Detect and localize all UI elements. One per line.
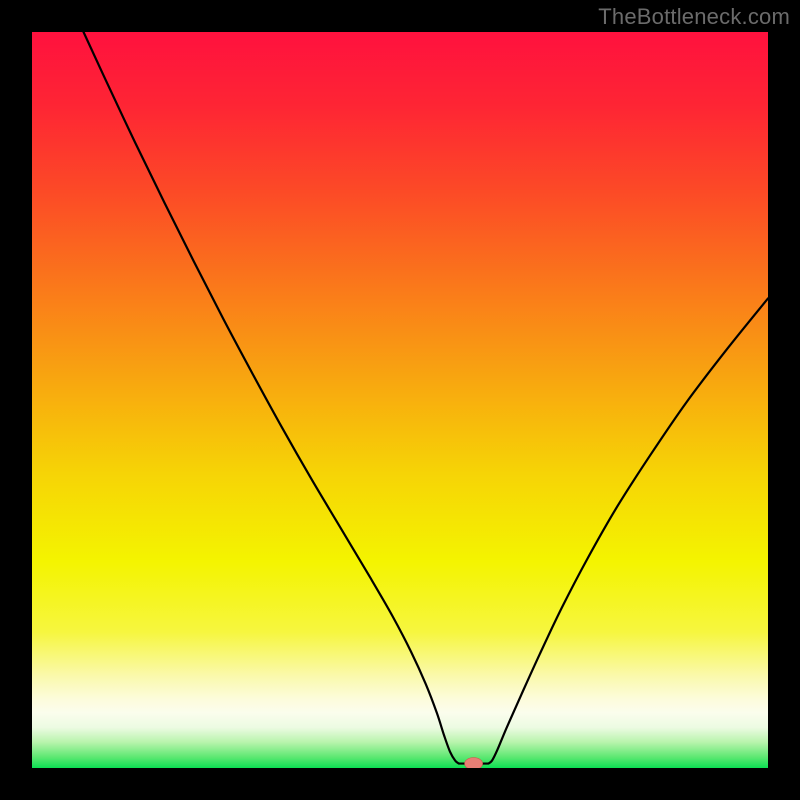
bottleneck-chart [0,0,800,800]
minimum-marker [465,758,483,770]
watermark-text: TheBottleneck.com [598,4,790,30]
gradient-background [32,32,768,768]
chart-container: { "watermark": { "text": "TheBottleneck.… [0,0,800,800]
